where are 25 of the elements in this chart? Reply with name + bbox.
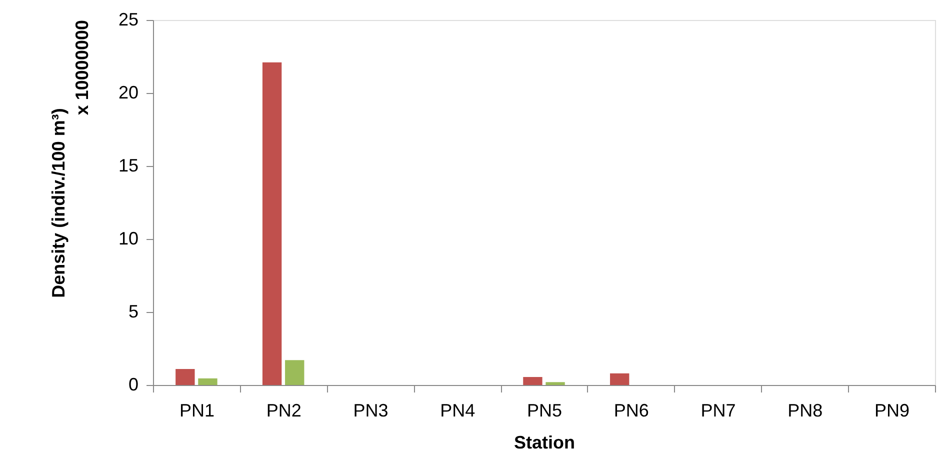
bar bbox=[523, 376, 542, 385]
y-axis-title: Density (indiv./100 m³) bbox=[48, 108, 68, 298]
x-tick-label: PN6 bbox=[614, 400, 649, 420]
y-tick-label: 25 bbox=[118, 10, 138, 30]
bar bbox=[610, 373, 630, 385]
x-tick-label: PN8 bbox=[788, 400, 823, 420]
x-tick-label: PN5 bbox=[526, 400, 562, 420]
y-tick-label: 20 bbox=[118, 82, 138, 102]
bar bbox=[198, 378, 218, 385]
y-tick-label: 10 bbox=[118, 228, 138, 248]
x-tick-label: PN4 bbox=[440, 400, 476, 420]
bar bbox=[176, 368, 195, 385]
bar bbox=[285, 360, 304, 385]
y-tick-label: 15 bbox=[118, 156, 138, 176]
y-tick-label: 0 bbox=[128, 374, 138, 394]
text: x 10000000 bbox=[72, 20, 92, 116]
x-tick-label: PN3 bbox=[353, 400, 388, 420]
x-tick-label: PN1 bbox=[179, 400, 214, 420]
bar bbox=[546, 382, 565, 385]
y-tick-label: 5 bbox=[128, 302, 138, 322]
bar bbox=[262, 62, 282, 385]
x-tick-label: PN9 bbox=[874, 400, 910, 420]
x-tick-label: PN7 bbox=[700, 400, 736, 420]
x-tick-label: PN2 bbox=[266, 400, 302, 420]
x-axis-title: Station bbox=[514, 432, 575, 452]
